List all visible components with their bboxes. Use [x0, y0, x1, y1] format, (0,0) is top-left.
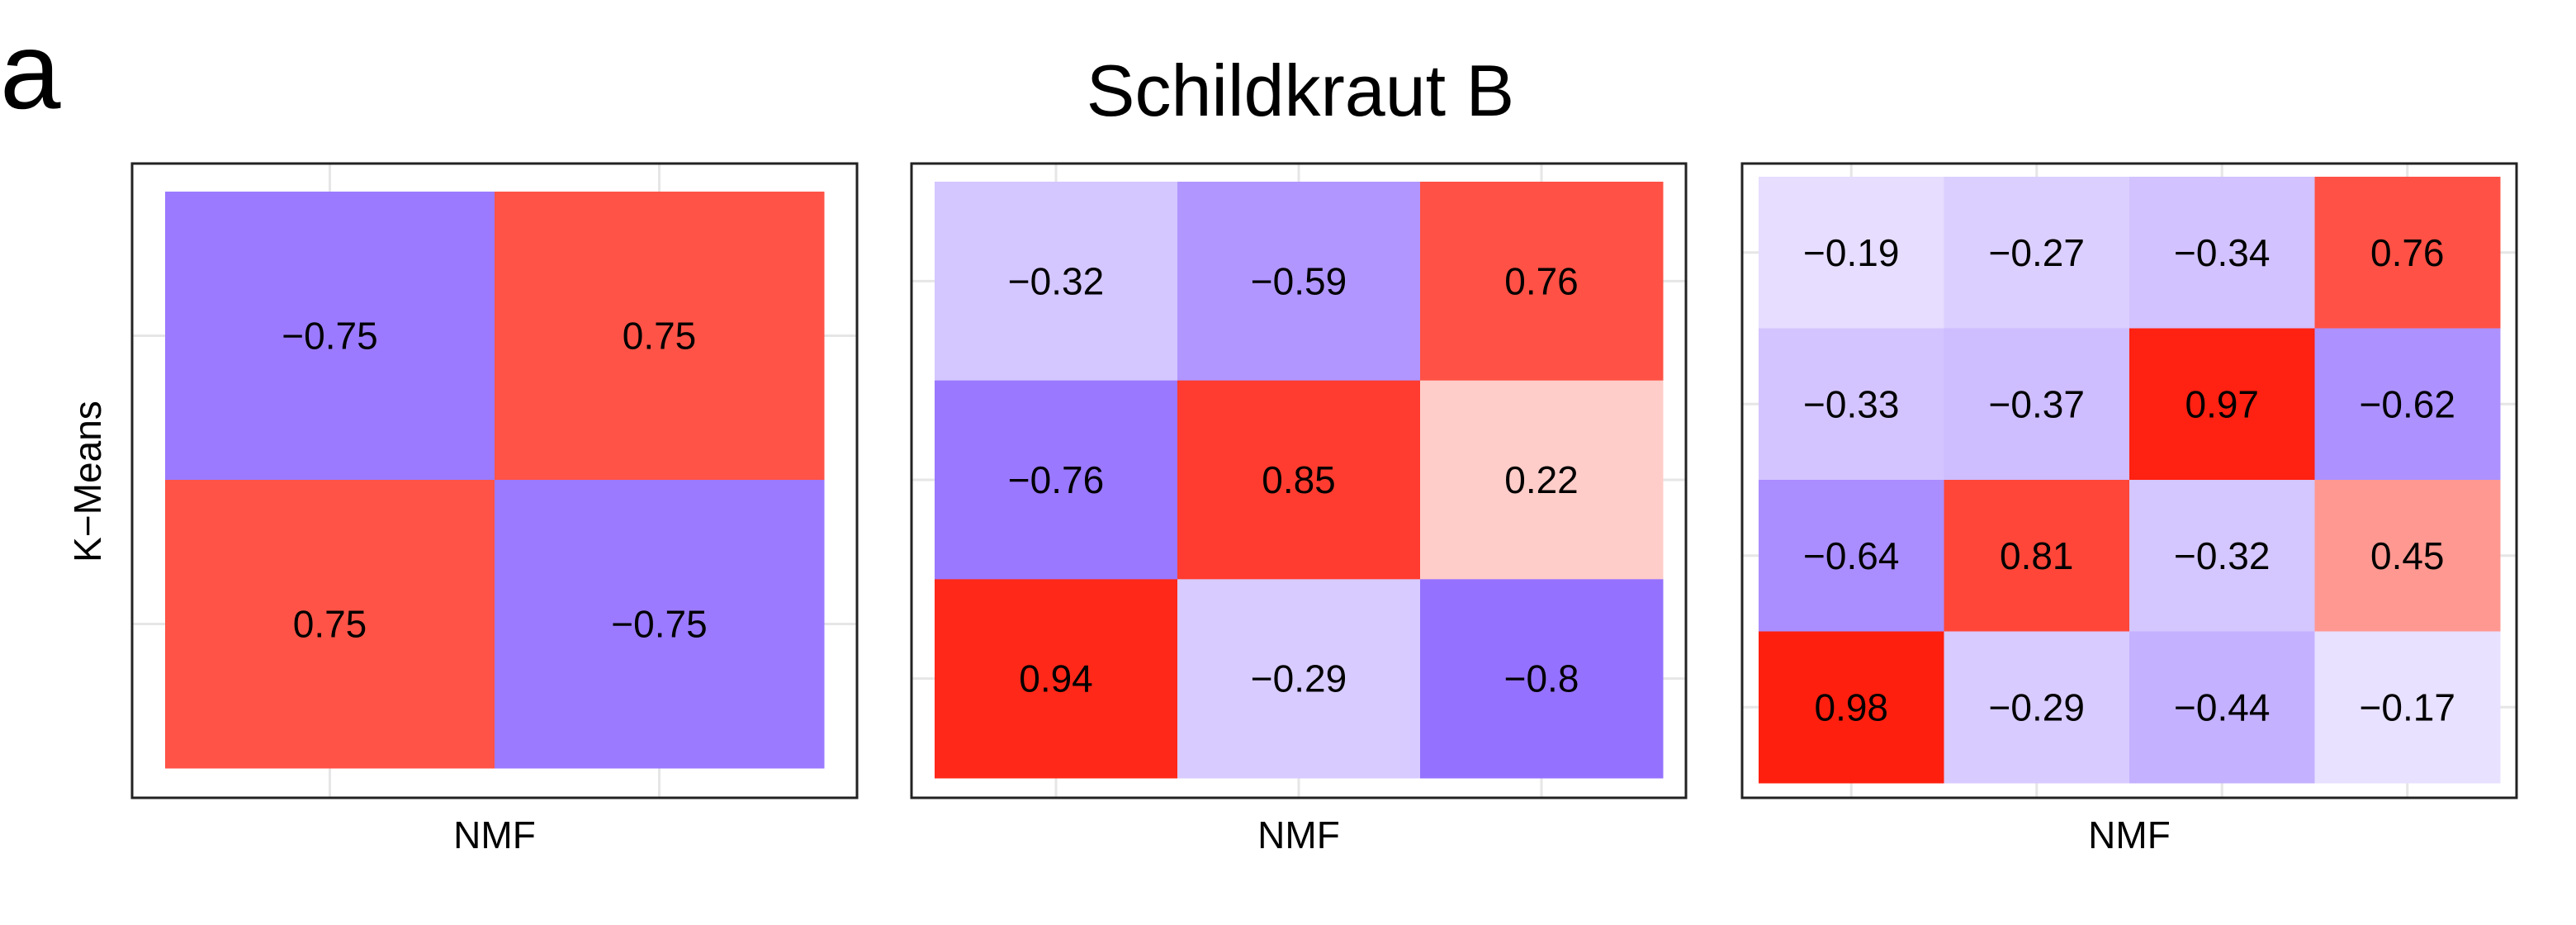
cell-value-label: −0.8: [1504, 657, 1579, 700]
heatmap-cell: [1177, 579, 1421, 779]
panel-letter: a: [0, 10, 61, 131]
heatmap-cell: [1177, 380, 1421, 580]
heatmap-cell: [935, 380, 1178, 580]
cell-value-label: −0.76: [1008, 458, 1104, 501]
heatmap-cell: [165, 480, 495, 769]
cell-value-label: −0.37: [1989, 382, 2085, 425]
cell-value-label: 0.22: [1504, 458, 1579, 501]
cell-value-label: −0.34: [2174, 231, 2270, 274]
cell-value-label: 0.45: [2370, 534, 2445, 577]
chart-title: Schildkraut B: [1086, 50, 1515, 131]
heatmap-cell: [1177, 182, 1421, 382]
cell-value-label: 0.75: [623, 315, 697, 358]
heatmap-cell: [1420, 380, 1664, 580]
cell-value-label: −0.62: [2360, 382, 2455, 425]
cell-value-label: −0.29: [1989, 685, 2085, 728]
heatmap-cell: [495, 480, 825, 769]
heatmap-cell: [2129, 328, 2315, 481]
cell-value-label: 0.85: [1262, 458, 1336, 501]
cell-value-label: −0.75: [282, 315, 377, 358]
cell-value-label: −0.17: [2360, 685, 2455, 728]
cell-value-label: −0.33: [1803, 382, 1899, 425]
heatmap-cell: [2314, 328, 2501, 481]
cell-value-label: 0.76: [2370, 231, 2445, 274]
heatmap-cell: [1759, 177, 1944, 329]
heatmap-cell: [1420, 579, 1664, 779]
cell-value-label: −0.75: [611, 603, 707, 646]
heatmap-cell: [1759, 631, 1944, 784]
cell-value-label: 0.76: [1504, 259, 1579, 302]
cell-value-label: 0.75: [293, 603, 367, 646]
cell-value-label: 0.94: [1019, 657, 1093, 700]
heatmap-cell: [2129, 631, 2315, 784]
cell-value-label: 0.97: [2185, 382, 2259, 425]
heatmap-cell: [2314, 480, 2501, 632]
heatmap-cell: [1420, 182, 1664, 382]
panel-frame: [130, 162, 859, 799]
heatmap-cell: [2129, 177, 2315, 329]
cell-value-label: −0.59: [1251, 259, 1347, 302]
cell-value-label: −0.19: [1803, 231, 1899, 274]
cell-value-label: −0.64: [1803, 534, 1899, 577]
cell-value-label: 0.81: [2000, 534, 2074, 577]
cell-value-label: −0.32: [2174, 534, 2270, 577]
cell-value-label: −0.29: [1251, 657, 1347, 700]
x-axis-label-2: NMF: [1257, 814, 1340, 856]
panel-frame: [1740, 162, 2518, 799]
heatmap-cell: [165, 192, 495, 481]
heatmap-cell: [935, 182, 1178, 382]
heatmap-cell: [495, 192, 825, 481]
heatmap-cell: [1759, 480, 1944, 632]
cell-value-label: −0.27: [1989, 231, 2085, 274]
heatmap-cell: [1944, 631, 2130, 784]
cell-value-label: −0.32: [1008, 259, 1104, 302]
heatmap-cell: [2129, 480, 2315, 632]
panel-frame: [910, 162, 1688, 799]
heatmap-cell: [1944, 177, 2130, 329]
cell-value-label: −0.44: [2174, 685, 2270, 728]
heatmap-cell: [1944, 480, 2130, 632]
heatmap-cell: [2314, 631, 2501, 784]
heatmap-cell: [1944, 328, 2130, 481]
cell-value-label: 0.98: [1814, 685, 1888, 728]
x-axis-label-3: NMF: [2088, 814, 2171, 856]
x-axis-label-1: NMF: [453, 814, 536, 856]
heatmap-cell: [935, 579, 1178, 779]
heatmap-cell: [2314, 177, 2501, 329]
heatmap-cell: [1759, 328, 1944, 481]
